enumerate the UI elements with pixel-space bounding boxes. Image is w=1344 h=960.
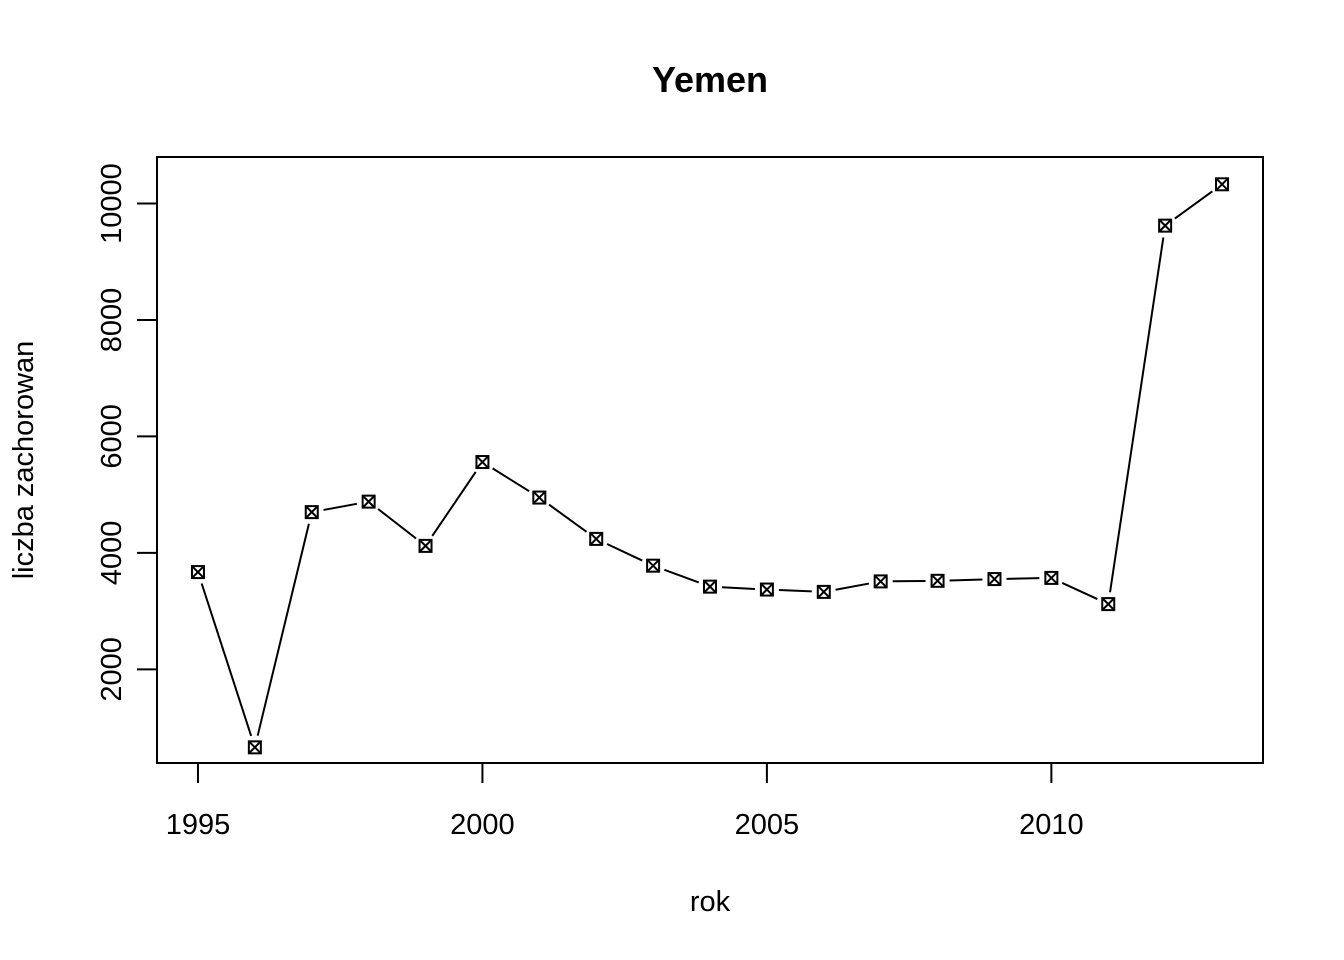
series-segment: [721, 586, 755, 590]
series-segment: [492, 467, 530, 493]
data-point: [873, 574, 888, 589]
y-axis: 2000 4000 6000 8000 10000: [96, 163, 158, 702]
series-segment: [1006, 577, 1040, 580]
data-point: [304, 505, 319, 520]
x-tick-label: 2005: [735, 809, 800, 841]
data-point: [987, 572, 1002, 587]
series-segment: [1174, 190, 1213, 220]
y-tick-label: 10000: [96, 163, 128, 244]
data-point: [247, 740, 262, 755]
y-tick-label: 8000: [96, 288, 128, 353]
y-tick-label: 4000: [96, 521, 128, 586]
x-tick-label: 2010: [1019, 809, 1084, 841]
data-point: [703, 579, 717, 594]
data-point: [1044, 570, 1059, 585]
series-segment: [548, 503, 588, 533]
data-point: [646, 558, 661, 573]
series-segment: [1109, 237, 1165, 593]
series-segment: [606, 543, 643, 562]
series-points: [190, 177, 1230, 755]
plot-frame: [156, 156, 1264, 764]
data-point: [816, 584, 831, 599]
series-segment: [835, 582, 870, 591]
series-segment: [256, 523, 310, 736]
data-point: [361, 494, 376, 509]
data-point: [1101, 597, 1116, 612]
data-point: [759, 582, 774, 597]
x-axis-label: rok: [690, 886, 731, 918]
chart-title: Yemen: [652, 59, 768, 100]
x-axis: 1995 2000 2005 2010: [166, 762, 1084, 841]
data-point: [1215, 177, 1230, 192]
series-segment: [431, 471, 477, 537]
data-point: [589, 531, 604, 546]
series-segment: [323, 502, 358, 511]
x-tick-label: 2000: [450, 809, 515, 841]
series-line: [200, 190, 1213, 737]
x-tick-label: 1995: [166, 809, 231, 841]
data-point: [1158, 218, 1173, 233]
series-segment: [1061, 582, 1098, 600]
data-point: [418, 538, 433, 553]
series-segment: [949, 578, 983, 582]
data-point: [930, 573, 945, 588]
series-segment: [778, 589, 812, 593]
y-axis-label: liczba zachorowan: [8, 341, 40, 580]
data-point: [190, 565, 205, 580]
y-tick-label: 2000: [96, 637, 128, 702]
series-segment: [377, 508, 417, 540]
data-point: [532, 490, 547, 505]
series-segment: [664, 568, 700, 584]
y-tick-label: 6000: [96, 404, 128, 469]
series-segment: [200, 583, 253, 737]
data-point: [475, 455, 490, 470]
